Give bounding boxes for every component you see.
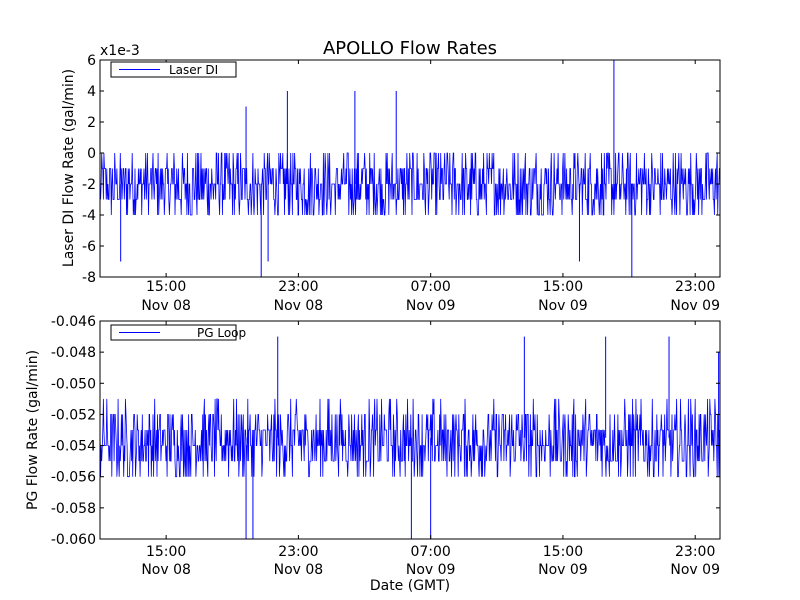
axes-pg-loop: PG Flow Rate (gal/min) -0.060 -0.058 -0.05…	[25, 314, 721, 578]
x-tick-label-time: 23:00	[675, 544, 715, 560]
x-tick-label-time: 23:00	[278, 544, 318, 560]
x-tick-label-date: Nov 09	[538, 562, 588, 578]
legend-pg-loop: PG Loop	[110, 324, 246, 341]
x-tick-label-date: Nov 09	[670, 298, 720, 314]
x-tick-label-time: 15:00	[146, 544, 186, 560]
y-axis-label-laser-di: Laser DI Flow Rate (gal/min)	[61, 69, 77, 267]
axes-frame-pg-loop	[99, 320, 721, 540]
y-tick-label: -0.050	[51, 376, 96, 392]
y-tick-label: -6	[82, 239, 96, 255]
x-tick-label-date: Nov 09	[406, 562, 456, 578]
series-layer-pg-loop	[99, 336, 721, 539]
x-tick-label-date: Nov 09	[406, 298, 456, 314]
ticks-layer-laser-di: -8 -6 -4 -2 0 2 4 6 15:00 Nov 08 23:00 Nov 08 07:00 N…	[82, 53, 720, 314]
legend-laser-di: Laser DI	[110, 61, 237, 78]
y-tick-label: -0.052	[51, 407, 96, 423]
x-axis-label: Date (GMT)	[370, 578, 450, 594]
legend-label-pg-loop: PG Loop	[197, 326, 246, 340]
x-tick-label-date: Nov 08	[141, 562, 191, 578]
y-tick-label: 0	[87, 146, 96, 162]
y-tick-label: -0.060	[51, 532, 96, 548]
x-tick-label-time: 15:00	[543, 279, 583, 295]
x-tick-label-time: 23:00	[278, 279, 318, 295]
y-tick-label: 6	[87, 53, 96, 69]
y-tick-label: -0.054	[51, 439, 96, 455]
legend-label-laser-di: Laser DI	[169, 63, 218, 77]
x-tick-label-date: Nov 08	[274, 562, 324, 578]
y-tick-label: -4	[82, 208, 96, 224]
legend-box-pg-loop	[110, 324, 237, 341]
y-tick-label: -0.056	[51, 470, 96, 486]
series-line-laser-di	[99, 152, 720, 216]
y-scale-note: x1e-3	[100, 43, 140, 59]
y-tick-label: -2	[82, 177, 96, 193]
series-line-pg-loop	[99, 398, 721, 478]
axes-laser-di: x1e-3 Laser DI Flow Rate (gal/min) -8-6-…	[61, 43, 721, 314]
x-tick-label-date: Nov 09	[670, 562, 720, 578]
x-tick-label-time: 23:00	[675, 279, 715, 295]
figure-title: APOLLO Flow Rates	[323, 38, 497, 59]
y-tick-label: 2	[87, 115, 96, 131]
y-tick-label: -0.058	[51, 501, 96, 517]
x-tick-label-date: Nov 08	[141, 298, 191, 314]
y-tick-label: -0.046	[51, 314, 96, 330]
y-axis-label-pg-loop: PG Flow Rate (gal/min)	[25, 350, 41, 510]
x-tick-label-time: 15:00	[146, 279, 186, 295]
x-tick-label-date: Nov 08	[274, 298, 324, 314]
x-tick-label-time: 07:00	[410, 279, 450, 295]
legend-box-laser-di	[110, 61, 237, 78]
ticks-layer-pg-loop: -0.060 -0.058 -0.056 -0.054 -0.052 -0.050 -0.0…	[51, 314, 720, 578]
x-tick-label-time: 15:00	[543, 544, 583, 560]
y-tick-label: -8	[82, 270, 96, 286]
x-tick-label-time: 07:00	[410, 544, 450, 560]
axes-frame-laser-di	[99, 59, 721, 278]
x-tick-label-date: Nov 09	[538, 298, 588, 314]
y-tick-label: 4	[87, 84, 96, 100]
series-layer-laser-di	[99, 60, 720, 277]
y-tick-label: -0.048	[51, 345, 96, 361]
